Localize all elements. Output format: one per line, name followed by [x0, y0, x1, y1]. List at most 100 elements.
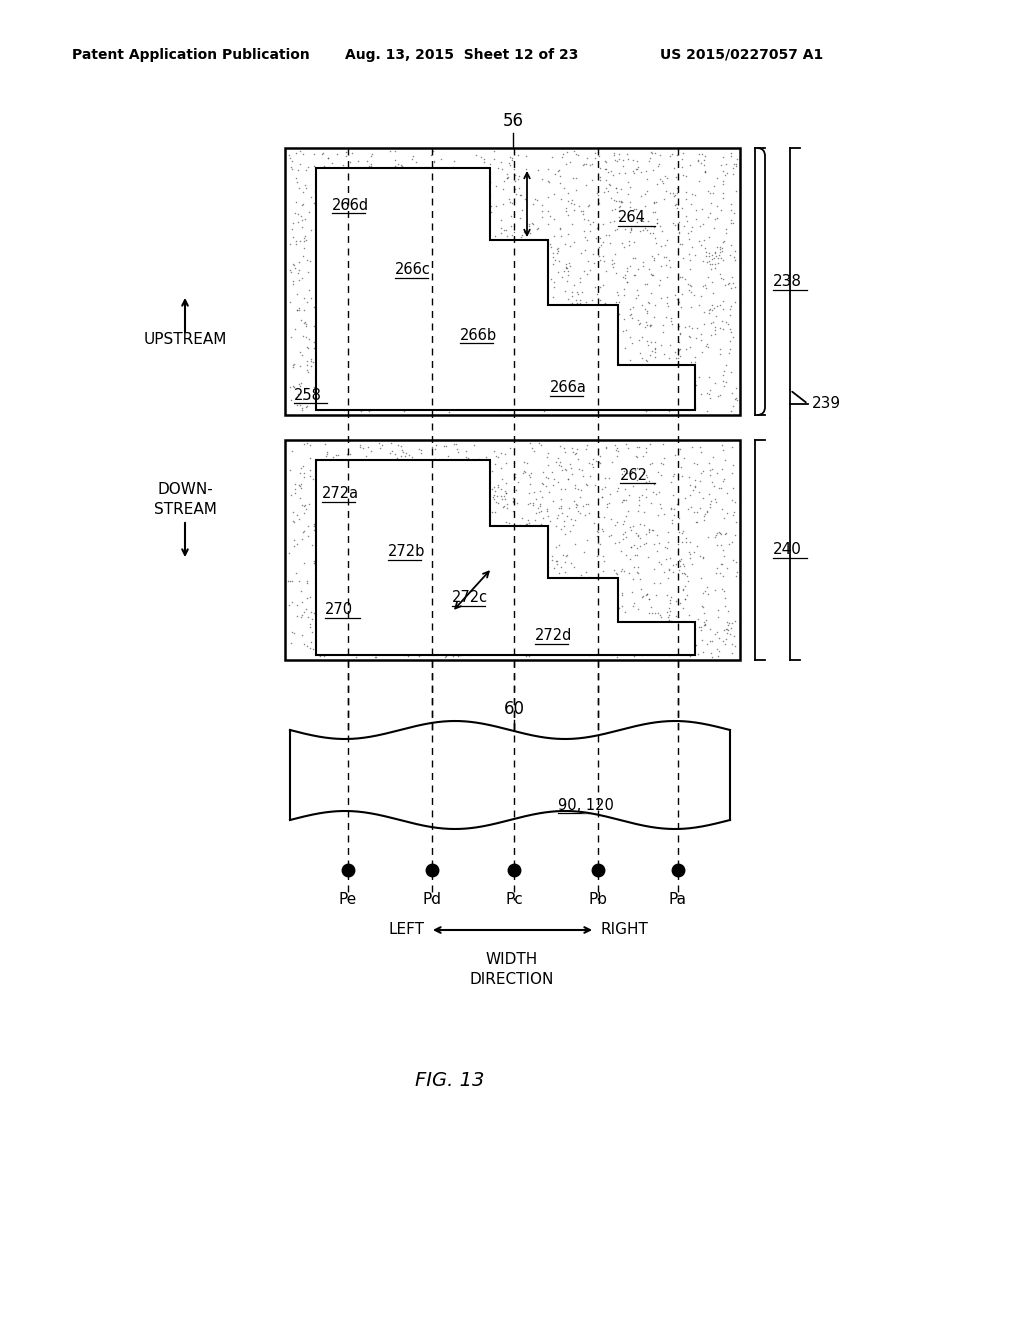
Point — [519, 513, 536, 535]
Point — [352, 296, 369, 317]
Point — [633, 209, 649, 230]
Point — [485, 235, 502, 256]
Point — [727, 388, 743, 409]
Point — [504, 224, 520, 246]
Point — [723, 401, 739, 422]
Point — [616, 510, 633, 531]
Point — [424, 436, 440, 457]
Point — [684, 553, 700, 574]
Point — [463, 573, 479, 594]
Point — [365, 504, 381, 525]
Point — [481, 185, 498, 206]
Point — [379, 638, 395, 659]
Point — [350, 150, 367, 172]
Point — [540, 170, 556, 191]
Point — [392, 337, 409, 358]
Point — [353, 380, 370, 401]
Point — [379, 603, 395, 624]
Point — [568, 603, 585, 624]
Point — [362, 206, 379, 227]
Point — [690, 231, 707, 252]
Point — [638, 442, 654, 463]
Point — [313, 356, 330, 378]
Point — [494, 158, 510, 180]
Point — [315, 603, 332, 624]
Point — [647, 483, 664, 504]
Point — [365, 508, 381, 529]
Point — [650, 462, 667, 483]
Point — [501, 606, 517, 627]
Point — [638, 312, 654, 333]
Point — [654, 453, 671, 474]
Point — [388, 593, 404, 614]
Point — [657, 235, 674, 256]
Point — [352, 528, 369, 549]
Point — [331, 216, 347, 238]
Point — [714, 553, 730, 574]
Point — [512, 207, 528, 228]
Point — [688, 199, 705, 220]
Point — [463, 496, 479, 517]
Point — [593, 615, 609, 636]
Point — [687, 475, 703, 496]
Point — [656, 165, 673, 186]
Point — [451, 210, 467, 231]
Point — [314, 628, 331, 649]
Point — [356, 315, 373, 337]
Point — [436, 500, 453, 521]
Point — [717, 587, 733, 609]
Point — [664, 144, 680, 165]
Point — [400, 356, 417, 378]
Point — [470, 174, 486, 195]
Point — [347, 172, 364, 193]
Point — [629, 150, 645, 172]
Point — [632, 528, 648, 549]
Point — [474, 494, 490, 515]
Point — [708, 579, 724, 601]
Point — [493, 479, 509, 500]
Point — [312, 242, 329, 263]
Point — [712, 343, 728, 364]
Point — [544, 368, 560, 389]
Point — [674, 364, 690, 385]
Point — [723, 296, 739, 317]
Point — [414, 543, 430, 564]
Point — [425, 150, 441, 172]
Point — [710, 622, 726, 643]
Point — [515, 519, 531, 540]
Point — [422, 579, 438, 601]
Point — [557, 253, 573, 275]
Point — [548, 516, 564, 537]
Point — [642, 222, 658, 243]
Point — [708, 317, 724, 338]
Point — [477, 601, 494, 622]
Point — [612, 560, 629, 581]
Point — [283, 261, 299, 282]
Point — [384, 605, 400, 626]
Point — [407, 222, 423, 243]
Point — [424, 222, 440, 243]
Point — [348, 590, 365, 611]
Point — [627, 645, 643, 667]
Point — [388, 157, 404, 178]
Point — [445, 374, 462, 395]
Point — [727, 524, 743, 545]
Point — [657, 181, 674, 202]
Point — [544, 545, 560, 566]
Point — [328, 444, 344, 465]
Point — [583, 638, 599, 659]
Point — [385, 622, 401, 643]
Point — [727, 491, 743, 512]
Point — [387, 480, 403, 502]
Point — [709, 523, 725, 544]
Point — [456, 470, 472, 491]
Point — [311, 347, 328, 368]
Point — [454, 223, 470, 244]
Point — [557, 339, 573, 360]
Point — [682, 645, 698, 667]
Point — [557, 442, 573, 463]
Point — [379, 539, 395, 560]
Point — [517, 396, 534, 417]
Point — [592, 166, 608, 187]
Point — [557, 280, 573, 301]
